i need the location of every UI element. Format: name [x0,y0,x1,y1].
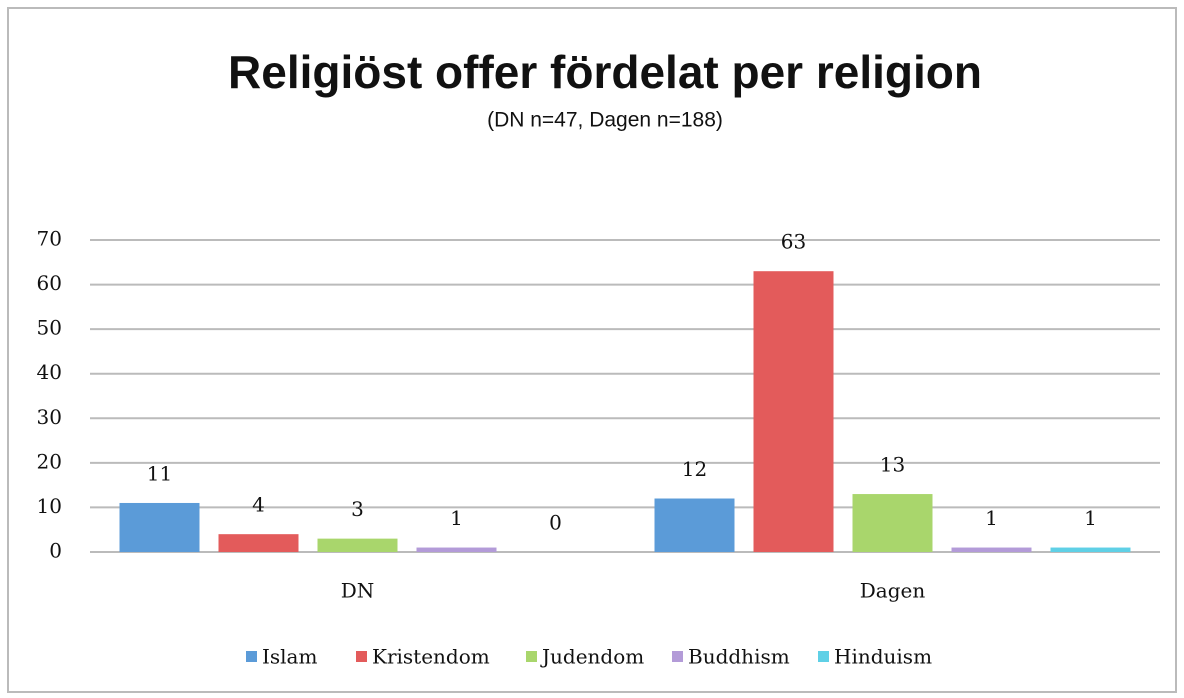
bar [218,534,299,552]
bar [416,547,497,552]
value-label: 13 [880,453,905,477]
y-tick-label: 40 [37,360,62,384]
chart-subtitle: (DN n=47, Dagen n=188) [487,109,723,132]
legend-swatch [356,651,367,662]
value-label: 1 [450,506,463,530]
y-tick-label: 0 [49,539,62,563]
bar [119,502,200,552]
bar [1050,547,1131,552]
value-label: 4 [252,493,265,517]
y-tick-label: 10 [37,494,62,518]
legend-swatch [246,651,257,662]
bar [317,538,398,552]
value-label: 63 [781,230,806,254]
legend-label: Judendom [540,645,644,669]
y-tick-label: 70 [37,227,62,251]
y-tick-label: 30 [37,405,62,429]
y-tick-label: 60 [37,271,62,295]
value-label: 0 [549,511,562,535]
value-label: 1 [1084,506,1097,530]
legend-label: Kristendom [372,645,490,669]
legend-swatch [526,651,537,662]
value-label: 11 [147,461,172,485]
value-label: 3 [351,497,364,521]
value-label: 12 [682,457,707,481]
x-tick-label: DN [341,579,375,603]
bar [951,547,1032,552]
y-tick-label: 20 [37,449,62,473]
chart-title: Religiöst offer fördelat per religion [228,46,982,98]
value-label: 1 [985,506,998,530]
frame [7,7,1177,693]
legend-swatch [818,651,829,662]
bar [753,271,834,552]
legend-label: Islam [262,645,317,669]
bar [852,494,933,552]
legend-label: Hinduism [834,645,932,669]
legend-label: Buddhism [688,645,790,669]
bar [654,498,735,552]
x-tick-label: Dagen [860,579,926,603]
legend-swatch [672,651,683,662]
y-tick-label: 50 [37,316,62,340]
